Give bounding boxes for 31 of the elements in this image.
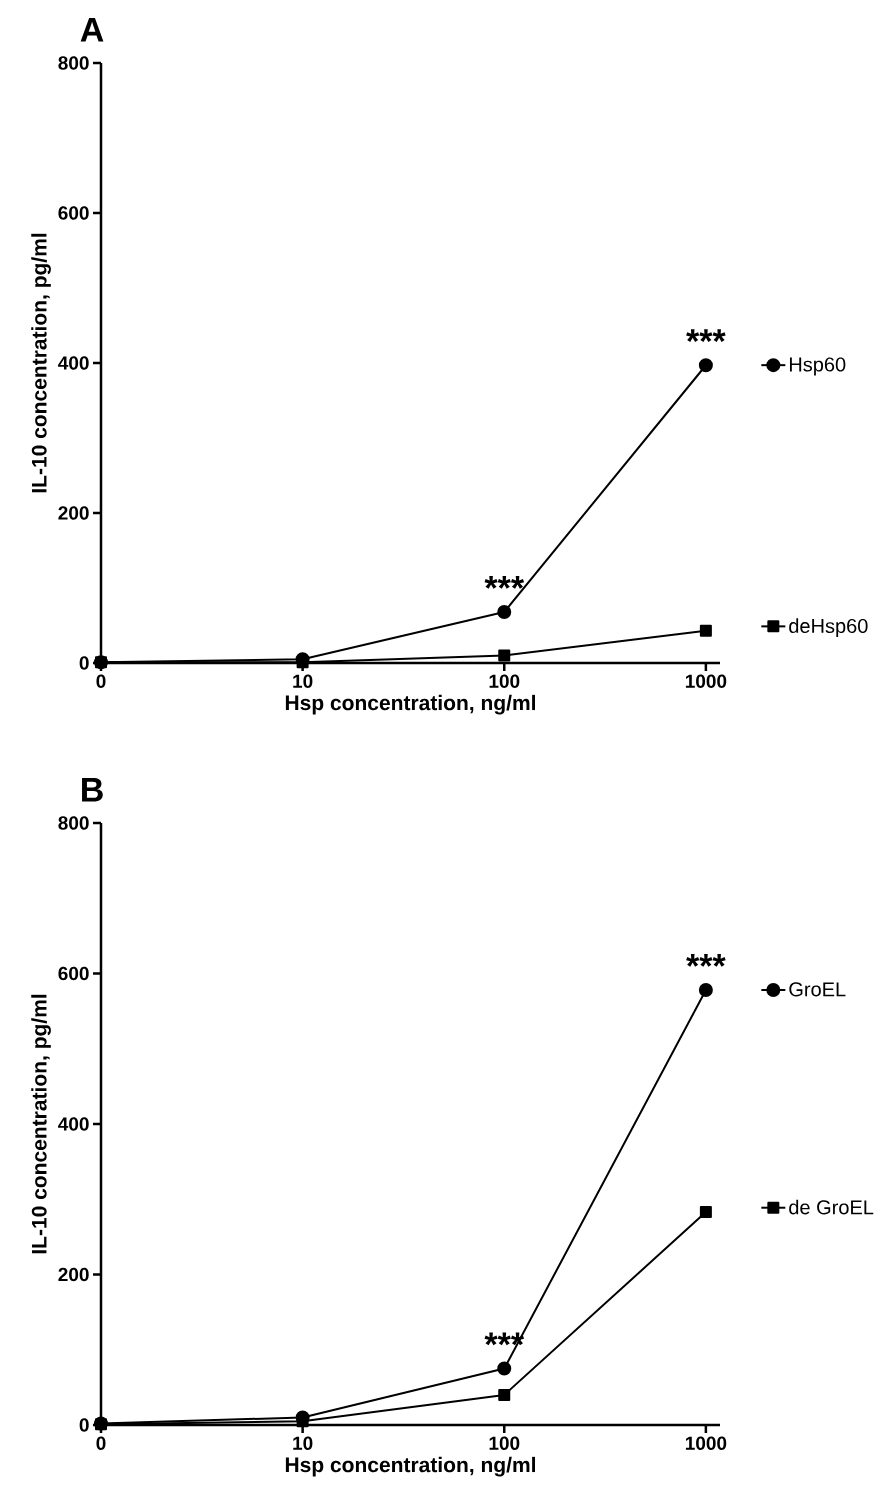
chart-title: B [82, 778, 103, 802]
x-axis-title: Hsp concentration, ng/ml [285, 1456, 536, 1477]
x-tick-label: 10 [293, 674, 313, 688]
y-tick-label: 200 [58, 1267, 89, 1282]
x-tick-label: 1000 [685, 1436, 727, 1450]
annotation: *** [686, 954, 726, 967]
legend-label: de GroEL [789, 1199, 874, 1215]
annotation: *** [686, 329, 726, 342]
chart-title: A [80, 18, 104, 42]
x-tick-label: 0 [96, 1436, 106, 1450]
y-tick-label: 800 [58, 816, 89, 830]
y-tick-label: 400 [58, 1117, 89, 1131]
y-tick-label: 600 [58, 206, 89, 220]
x-tick-label: 100 [489, 674, 520, 688]
y-axis-title: IL-10 concentration, pg/ml [31, 233, 51, 493]
y-axis-title: IL-10 concentration, pg/ml [31, 994, 51, 1254]
y-tick-label: 800 [58, 56, 89, 70]
x-tick-label: 0 [96, 674, 106, 688]
annotation: *** [484, 576, 525, 589]
y-tick-label: 600 [58, 966, 89, 981]
x-tick-label: 100 [489, 1436, 520, 1450]
x-axis-title: Hsp concentration, ng/ml [285, 694, 536, 715]
x-tick-label: 1000 [685, 674, 727, 688]
y-tick-label: 400 [58, 356, 89, 370]
y-tick-label: 0 [79, 1418, 89, 1432]
legend-label: Hsp60 [789, 357, 846, 376]
y-tick-label: 200 [58, 506, 89, 520]
y-tick-label: 0 [79, 656, 89, 670]
legend-label: GroEL [789, 982, 846, 997]
legend-label: deHsp60 [789, 618, 868, 638]
x-tick-label: 10 [293, 1436, 313, 1450]
